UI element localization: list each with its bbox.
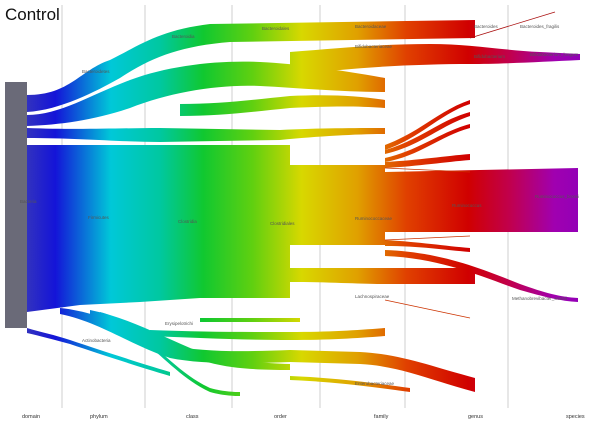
- node-label-species-rumino: Ruminococcus_bromii: [535, 194, 579, 199]
- flow-lower-3[interactable]: [150, 328, 385, 340]
- node-label-phylum-firmicutes: Firmicutes: [88, 215, 110, 220]
- node-label-genus-bifido: Bifidobacterium: [474, 54, 505, 59]
- node-label-species-methano: Methanobrevibacter_smithii: [512, 296, 567, 301]
- flow-lower-4[interactable]: [200, 318, 300, 322]
- node-label-family-bacteroidaceae: Bacteroidaceae: [355, 24, 387, 29]
- node-label-order-bacteroidales: Bacteroidales: [262, 26, 290, 31]
- chart-title: Control: [5, 5, 60, 24]
- level-label: species: [566, 414, 585, 420]
- node-label-species-bacteroides: Bacteroides_fragilis: [520, 24, 560, 29]
- flow-genus-6[interactable]: [290, 268, 475, 284]
- node-label-family-rumino: Ruminococcaceae: [355, 216, 393, 221]
- node-label-family-entero: Enterobacteriaceae: [355, 381, 395, 386]
- flow-main[interactable]: [27, 145, 578, 312]
- axis-labels: domain phylum class order family genus s…: [22, 414, 585, 420]
- level-label: phylum: [90, 414, 108, 420]
- node-label-class-erysipelo: Erysipelotrichi: [165, 321, 193, 326]
- flow-lower-6[interactable]: [290, 376, 410, 392]
- flow-band-4[interactable]: [180, 95, 385, 116]
- level-label: genus: [468, 414, 483, 420]
- node-labels: Bacteria Firmicutes Clostridia Clostridi…: [20, 24, 579, 386]
- flow-genus-2[interactable]: [385, 112, 470, 154]
- level-label: order: [274, 414, 287, 420]
- node-label-family-bifido: Bifidobacteriaceae: [355, 44, 393, 49]
- thin-flow-1: [469, 11, 556, 39]
- flow-genus-1[interactable]: [385, 124, 470, 162]
- level-label: family: [374, 414, 389, 420]
- node-label-genus-rumino: Ruminococcus: [452, 203, 482, 208]
- flow-bottom-blue[interactable]: [27, 328, 170, 376]
- flow-genus-5[interactable]: [385, 240, 470, 252]
- node-label-order-clostridiales: Clostridiales: [270, 221, 295, 226]
- level-label: domain: [22, 414, 40, 420]
- node-label-domain: Bacteria: [20, 199, 37, 204]
- flow-lower-5[interactable]: [100, 312, 240, 396]
- flow-band-3[interactable]: [27, 128, 385, 142]
- flow-band-2[interactable]: [27, 61, 385, 126]
- thin-flow-3: [384, 235, 471, 241]
- thin-flow-2: [384, 167, 471, 173]
- flow-methano[interactable]: [385, 250, 578, 302]
- flow-genus-3[interactable]: [385, 100, 470, 150]
- node-label-class-clostridia: Clostridia: [178, 219, 197, 224]
- node-label-family-lachno: Lachnospiraceae: [355, 294, 390, 299]
- node-label-phylum-bacteroidetes: Bacteroidetes: [82, 69, 110, 74]
- level-label: class: [186, 414, 199, 420]
- flow-bifido[interactable]: [290, 44, 580, 72]
- node-label-genus-bacteroides: Bacteroides: [474, 24, 499, 29]
- flow-upper[interactable]: [27, 20, 475, 112]
- node-label-species-bifido: Bifidobacterium_longum: [530, 52, 579, 57]
- node-label-phylum-actino: Actinobacteria: [82, 338, 111, 343]
- node-domain[interactable]: [5, 82, 27, 328]
- thin-flow-4: [384, 299, 471, 319]
- flow-genus-4[interactable]: [385, 154, 470, 168]
- node-label-class-bacteroidia: Bacteroidia: [172, 34, 195, 39]
